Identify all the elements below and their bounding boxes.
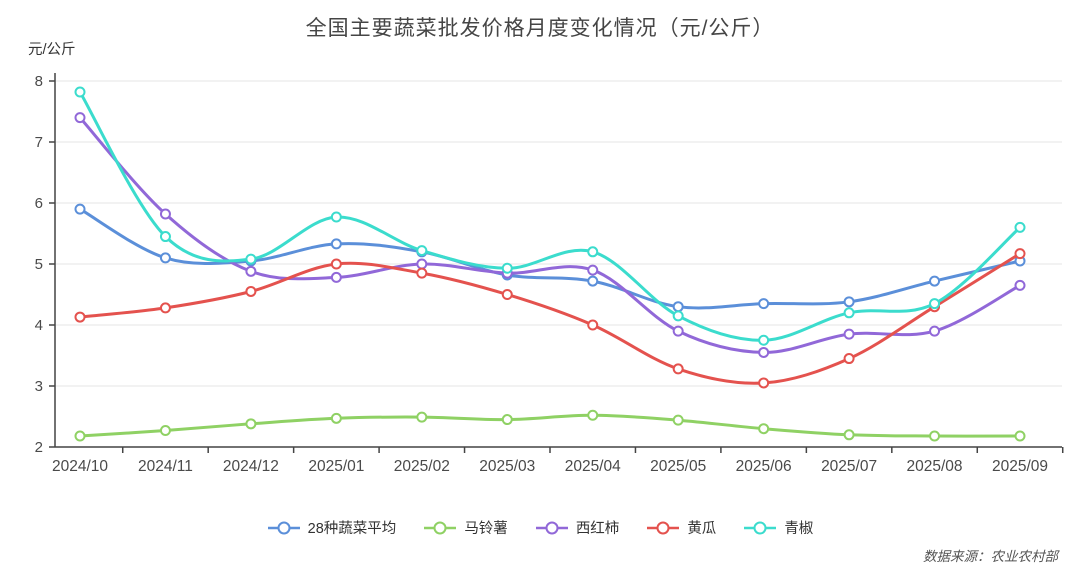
series-line-黄瓜[interactable] — [78, 252, 1022, 385]
x-axis-tick-label: 2025/06 — [736, 458, 792, 475]
y-axis-tick-label: 3 — [35, 378, 43, 395]
data-point-青椒[interactable] — [159, 231, 171, 243]
x-axis-tick-label: 2025/05 — [650, 458, 706, 475]
data-point-青椒[interactable] — [416, 245, 428, 257]
data-point-黄瓜[interactable] — [501, 289, 513, 300]
data-point-马铃薯[interactable] — [501, 414, 513, 426]
data-point-青椒[interactable] — [758, 334, 770, 346]
data-point-青椒[interactable] — [330, 211, 342, 223]
x-axis-tick-label: 2025/03 — [479, 458, 535, 475]
data-point-黄瓜[interactable] — [416, 267, 428, 279]
legend-item-黄瓜[interactable]: 黄瓜 — [646, 517, 716, 538]
data-point-黄瓜[interactable] — [330, 258, 342, 270]
data-point-黄瓜[interactable] — [758, 377, 770, 389]
x-axis-tick-label: 2025/08 — [907, 458, 963, 475]
data-point-西红柿[interactable] — [74, 112, 86, 124]
data-point-西红柿[interactable] — [159, 208, 171, 220]
data-point-马铃薯[interactable] — [1014, 430, 1026, 442]
y-axis-tick-label: 4 — [35, 317, 43, 334]
data-point-青椒[interactable] — [74, 86, 86, 98]
data-point-28种蔬菜平均[interactable] — [758, 298, 770, 310]
legend-item-西红柿[interactable]: 西红柿 — [535, 517, 620, 538]
y-axis-tick-label: 7 — [35, 134, 43, 151]
legend-label: 西红柿 — [575, 521, 620, 537]
legend-marker-icon — [647, 521, 680, 534]
data-point-黄瓜[interactable] — [587, 319, 599, 331]
data-point-28种蔬菜平均[interactable] — [587, 275, 599, 287]
legend-label: 黄瓜 — [687, 521, 717, 537]
legend-label: 马铃薯 — [464, 521, 508, 537]
data-point-西红柿[interactable] — [330, 271, 342, 283]
data-point-西红柿[interactable] — [1014, 279, 1026, 291]
data-point-黄瓜[interactable] — [672, 363, 684, 375]
data-point-青椒[interactable] — [587, 246, 599, 258]
data-point-西红柿[interactable] — [929, 325, 941, 337]
data-point-青椒[interactable] — [672, 310, 684, 322]
data-point-西红柿[interactable] — [587, 264, 599, 276]
chart-title: 全国主要蔬菜批发价格月度变化情况（元/公斤） — [305, 17, 775, 40]
legend-marker-icon — [267, 521, 300, 534]
data-point-青椒[interactable] — [843, 307, 855, 319]
data-point-28种蔬菜平均[interactable] — [672, 301, 684, 313]
y-axis-tick-label: 5 — [35, 256, 43, 273]
data-point-马铃薯[interactable] — [245, 418, 257, 430]
data-point-马铃薯[interactable] — [843, 429, 855, 441]
y-axis-tick-label: 8 — [35, 73, 43, 90]
x-axis-tick-label: 2024/10 — [52, 458, 108, 475]
series-line-西红柿[interactable] — [78, 116, 1022, 354]
data-point-黄瓜[interactable] — [843, 353, 855, 365]
legend-item-青椒[interactable]: 青椒 — [743, 517, 813, 538]
data-point-西红柿[interactable] — [672, 325, 684, 337]
data-point-西红柿[interactable] — [245, 265, 257, 277]
data-point-黄瓜[interactable] — [245, 285, 257, 297]
data-point-黄瓜[interactable] — [1014, 248, 1026, 260]
series-line-28种蔬菜平均[interactable] — [78, 207, 1022, 310]
x-axis-tick-label: 2025/07 — [821, 458, 877, 475]
data-point-马铃薯[interactable] — [159, 425, 171, 437]
legend-marker-icon — [424, 521, 457, 534]
legend-label: 青椒 — [784, 521, 814, 537]
legend-item-马铃薯[interactable]: 马铃薯 — [423, 517, 508, 538]
data-point-马铃薯[interactable] — [330, 412, 342, 424]
data-point-马铃薯[interactable] — [758, 423, 770, 435]
data-point-28种蔬菜平均[interactable] — [929, 275, 941, 287]
y-axis-tick-label: 2 — [35, 439, 43, 456]
y-axis-unit-label: 元/公斤 — [28, 41, 76, 58]
x-axis-tick-label: 2024/11 — [138, 458, 193, 475]
legend-marker-icon — [744, 521, 777, 534]
data-point-西红柿[interactable] — [416, 258, 428, 270]
data-point-马铃薯[interactable] — [74, 430, 86, 442]
data-point-马铃薯[interactable] — [672, 414, 684, 426]
line-chart-plot: 元/公斤 2 3 4 5 6 7 8 2024/10 2024/11 2024/12 2025/01 2… — [28, 41, 1064, 475]
data-point-马铃薯[interactable] — [587, 409, 599, 421]
data-point-28种蔬菜平均[interactable] — [330, 238, 342, 250]
data-point-28种蔬菜平均[interactable] — [159, 252, 171, 264]
data-point-28种蔬菜平均[interactable] — [74, 203, 86, 215]
data-point-马铃薯[interactable] — [929, 430, 941, 442]
legend-label: 28种蔬菜平均 — [307, 521, 397, 537]
x-axis-tick-label: 2025/01 — [308, 458, 364, 475]
x-axis-tick-label: 2025/04 — [565, 458, 621, 475]
series-line-青椒[interactable] — [78, 90, 1022, 342]
legend-marker-icon — [535, 521, 568, 534]
x-axis-tick-label: 2024/12 — [223, 458, 279, 475]
y-axis-tick-label: 6 — [35, 195, 43, 212]
data-point-西红柿[interactable] — [758, 346, 770, 358]
data-point-青椒[interactable] — [929, 298, 941, 310]
data-point-黄瓜[interactable] — [74, 311, 86, 323]
data-point-青椒[interactable] — [245, 253, 257, 265]
legend-item-28种蔬菜平均[interactable]: 28种蔬菜平均 — [267, 517, 397, 538]
x-axis-tick-label: 2025/02 — [394, 458, 450, 475]
data-point-黄瓜[interactable] — [159, 302, 171, 314]
data-point-青椒[interactable] — [1014, 221, 1026, 233]
data-source-note: 数据来源：农业农村部 — [923, 549, 1058, 564]
data-point-青椒[interactable] — [501, 262, 513, 274]
series-line-马铃薯[interactable] — [78, 413, 1022, 438]
x-axis-tick-label: 2025/09 — [992, 458, 1048, 475]
data-point-28种蔬菜平均[interactable] — [843, 296, 855, 308]
data-point-马铃薯[interactable] — [416, 411, 428, 423]
data-point-西红柿[interactable] — [843, 328, 855, 340]
legend: 28种蔬菜平均 马铃薯 西红柿 黄瓜 青椒 — [0, 517, 1080, 538]
